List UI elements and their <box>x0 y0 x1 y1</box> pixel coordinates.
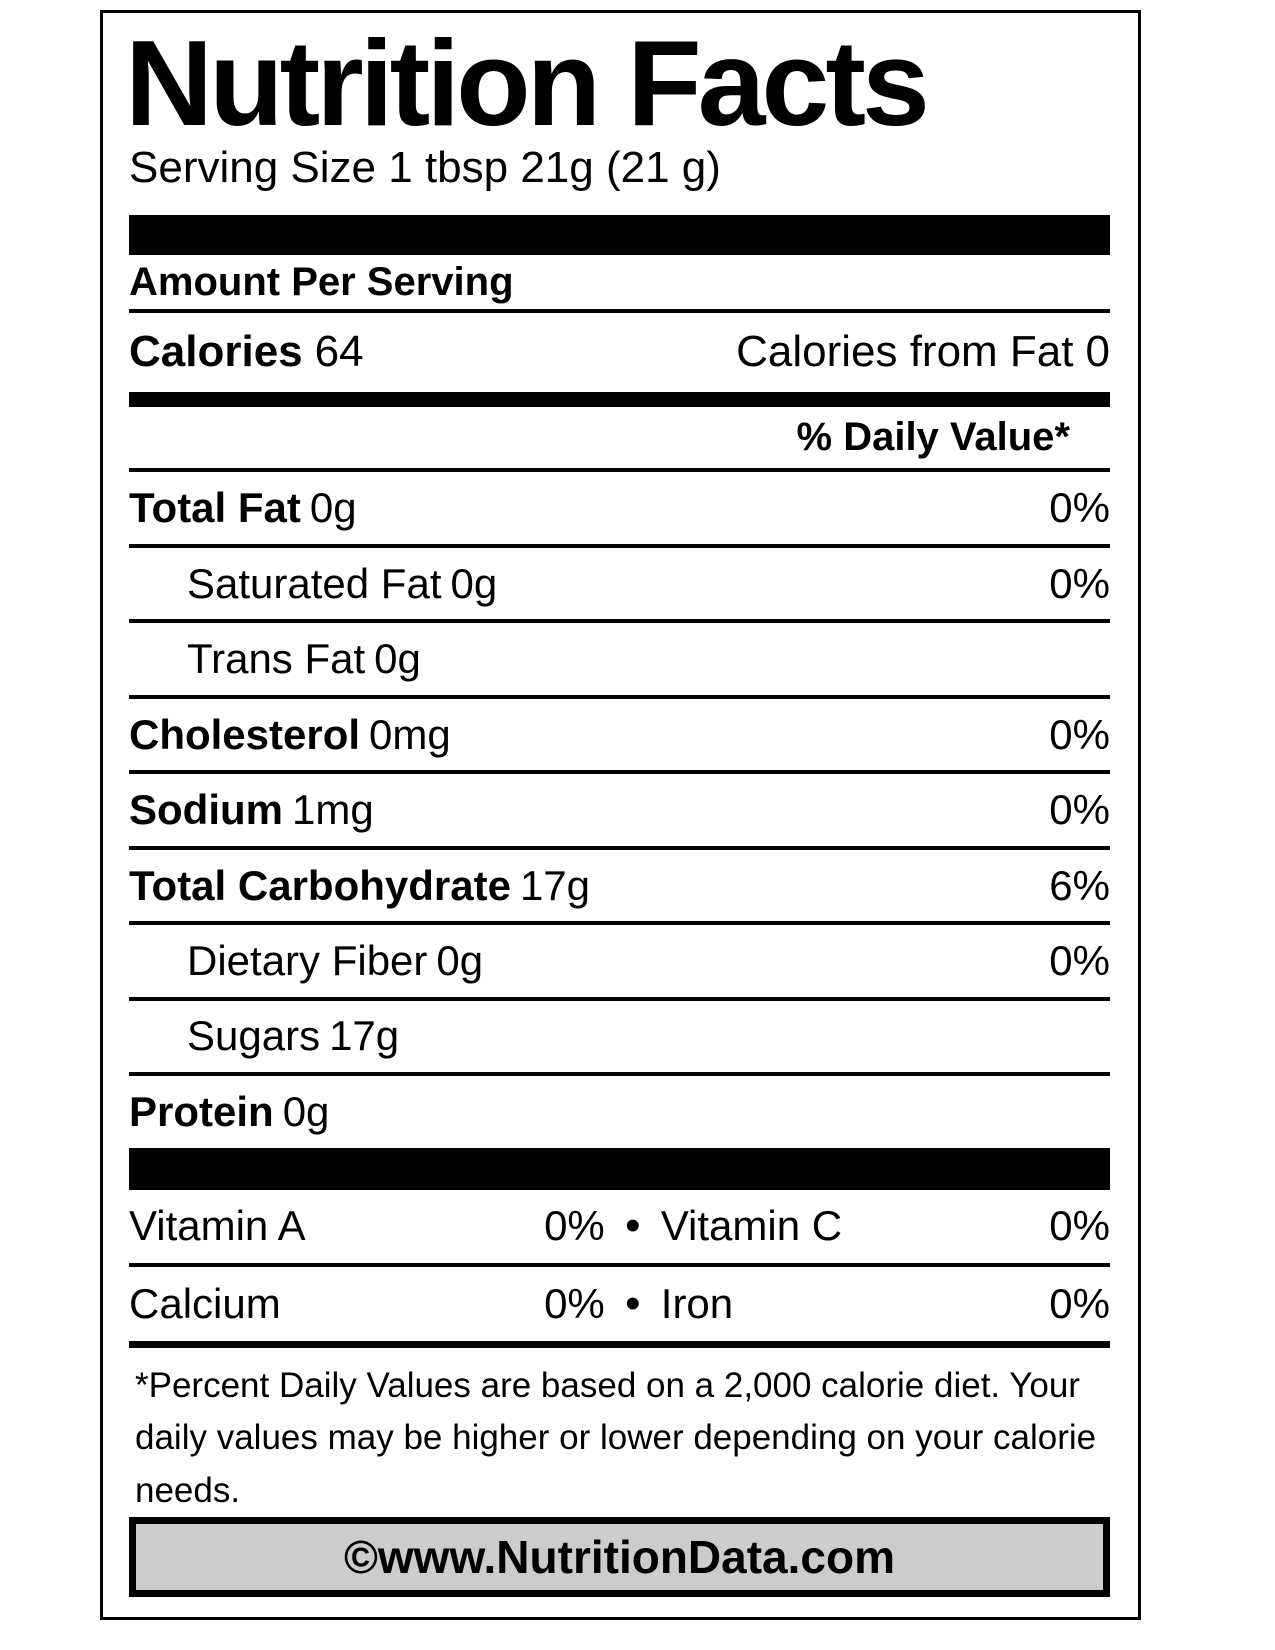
divider <box>129 619 1110 624</box>
nutrient-label: Dietary Fiber <box>187 936 428 984</box>
bullet-separator: • <box>625 1278 641 1328</box>
calories-amount: Calories 64 <box>129 327 364 377</box>
nutrient-row-trans-fat: Trans Fat 0g <box>129 623 1110 694</box>
divider <box>129 845 1110 850</box>
serving-size: Serving Size 1 tbsp 21g (21 g) <box>129 143 721 193</box>
watermark-text: ©www.NutritionData.com <box>344 1531 895 1584</box>
calories-from-fat-label: Calories from Fat <box>736 327 1074 377</box>
nutrient-amount: 17g <box>519 861 591 909</box>
nutrient-label: Protein <box>129 1087 274 1135</box>
nutrient-amount: 0g <box>436 936 484 984</box>
nutrient-label: Cholesterol <box>129 710 361 758</box>
nutrient-amount: 0g <box>374 635 421 683</box>
divider-medium <box>129 1340 1110 1348</box>
nutrient-amount: 0mg <box>369 710 451 758</box>
nutrient-amount: 0g <box>450 559 498 607</box>
nutrient-label: Total Carbohydrate <box>129 861 511 909</box>
bullet-separator: • <box>625 1201 641 1251</box>
micronutrient-value: 0% <box>1049 1279 1110 1327</box>
micronutrient-label: Iron <box>660 1279 734 1327</box>
divider <box>129 770 1110 775</box>
nutrient-dv: 0% <box>1049 710 1110 758</box>
nutrient-label: Trans Fat <box>187 635 366 683</box>
nutrient-row-total-fat: Total Fat 0g 0% <box>129 472 1110 543</box>
nutrient-label: Saturated Fat <box>187 559 442 607</box>
nutrient-amount: 17g <box>329 1012 400 1060</box>
nutrient-dv: 0% <box>1049 786 1110 834</box>
nutrient-row-protein: Protein 0g <box>129 1076 1110 1147</box>
micronutrient-value: 0% <box>544 1202 605 1250</box>
nutrient-row-sodium: Sodium 1mg 0% <box>129 774 1110 845</box>
nutrient-dv: 6% <box>1049 861 1110 909</box>
micronutrient-row-vitamins: Vitamin A 0% • Vitamin C 0% <box>129 1190 1110 1263</box>
nutrient-amount: 0g <box>309 484 357 532</box>
nutrition-facts-label: Nutrition Facts Serving Size 1 tbsp 21g … <box>100 10 1141 1620</box>
micronutrient-value: 0% <box>544 1279 605 1327</box>
nutrient-label: Total Fat <box>129 484 301 532</box>
calories-from-fat-value: 0 <box>1085 327 1110 377</box>
nutrient-label: Sugars <box>187 1012 321 1060</box>
nutrient-row-total-carbohydrate: Total Carbohydrate 17g 6% <box>129 850 1110 921</box>
micronutrient-label: Calcium <box>129 1279 281 1327</box>
divider <box>129 543 1110 548</box>
micronutrient-row-minerals: Calcium 0% • Iron 0% <box>129 1267 1110 1340</box>
calories-row: Calories 64 Calories from Fat 0 <box>129 313 1110 392</box>
label-title: Nutrition Facts <box>125 15 930 151</box>
divider-thick <box>129 391 1110 407</box>
calories-value: 64 <box>314 327 364 377</box>
nutrient-row-saturated-fat: Saturated Fat 0g 0% <box>129 548 1110 619</box>
micronutrient-value: 0% <box>1049 1202 1110 1250</box>
daily-value-heading: % Daily Value* <box>796 415 1070 460</box>
calories-label: Calories <box>129 327 303 377</box>
nutrient-row-sugars: Sugars 17g <box>129 1001 1110 1072</box>
divider <box>129 308 1110 313</box>
nutrient-amount: 0g <box>282 1087 330 1135</box>
nutrient-dv: 0% <box>1049 484 1110 532</box>
separator-bar-bottom <box>129 1147 1110 1190</box>
amount-per-serving-heading: Amount Per Serving <box>129 259 514 304</box>
nutrient-row-dietary-fiber: Dietary Fiber 0g 0% <box>129 925 1110 996</box>
divider <box>129 996 1110 1001</box>
nutrient-label: Sodium <box>129 786 283 834</box>
divider <box>129 1263 1110 1268</box>
nutrient-dv: 0% <box>1049 559 1110 607</box>
divider <box>129 468 1110 473</box>
footer-bar: ©www.NutritionData.com <box>129 1517 1110 1598</box>
nutrient-row-cholesterol: Cholesterol 0mg 0% <box>129 699 1110 770</box>
calories-from-fat: Calories from Fat 0 <box>736 327 1110 377</box>
divider <box>129 921 1110 926</box>
micronutrient-label: Vitamin C <box>660 1202 843 1250</box>
nutrient-amount: 1mg <box>292 786 374 834</box>
micronutrient-label: Vitamin A <box>129 1202 306 1250</box>
separator-bar-top <box>129 214 1110 255</box>
daily-value-footnote: *Percent Daily Values are based on a 2,0… <box>135 1365 1097 1510</box>
divider <box>129 694 1110 699</box>
divider <box>129 1072 1110 1077</box>
nutrient-dv: 0% <box>1049 936 1110 984</box>
